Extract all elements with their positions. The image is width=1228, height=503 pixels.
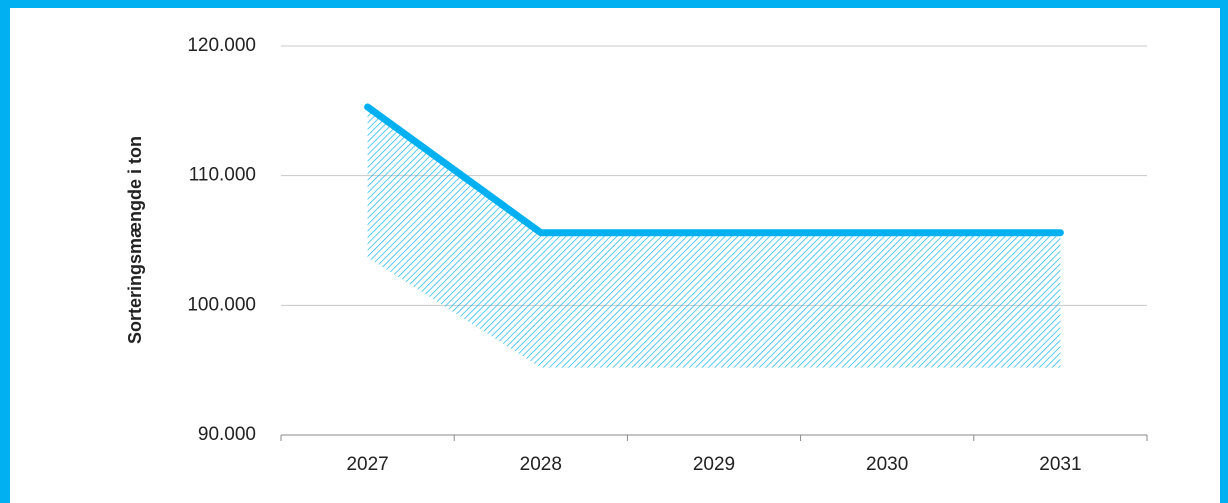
y-tick-label: 100.000 <box>187 294 256 315</box>
line <box>364 103 1064 237</box>
x-tick-label: 2028 <box>520 454 562 475</box>
x-tick-label: 2030 <box>866 454 908 475</box>
y-axis-label: Sorteringsmængde i ton <box>125 136 145 344</box>
hatch-area <box>367 106 1061 368</box>
y-tick-label: 110.000 <box>189 165 256 186</box>
y-tick-label: 120.000 <box>187 35 256 56</box>
y-tick-label: 90.000 <box>198 424 256 445</box>
x-tick-label: 2029 <box>693 454 735 475</box>
x-tick-label: 2027 <box>346 454 388 475</box>
x-tick-label: 2031 <box>1039 454 1081 475</box>
